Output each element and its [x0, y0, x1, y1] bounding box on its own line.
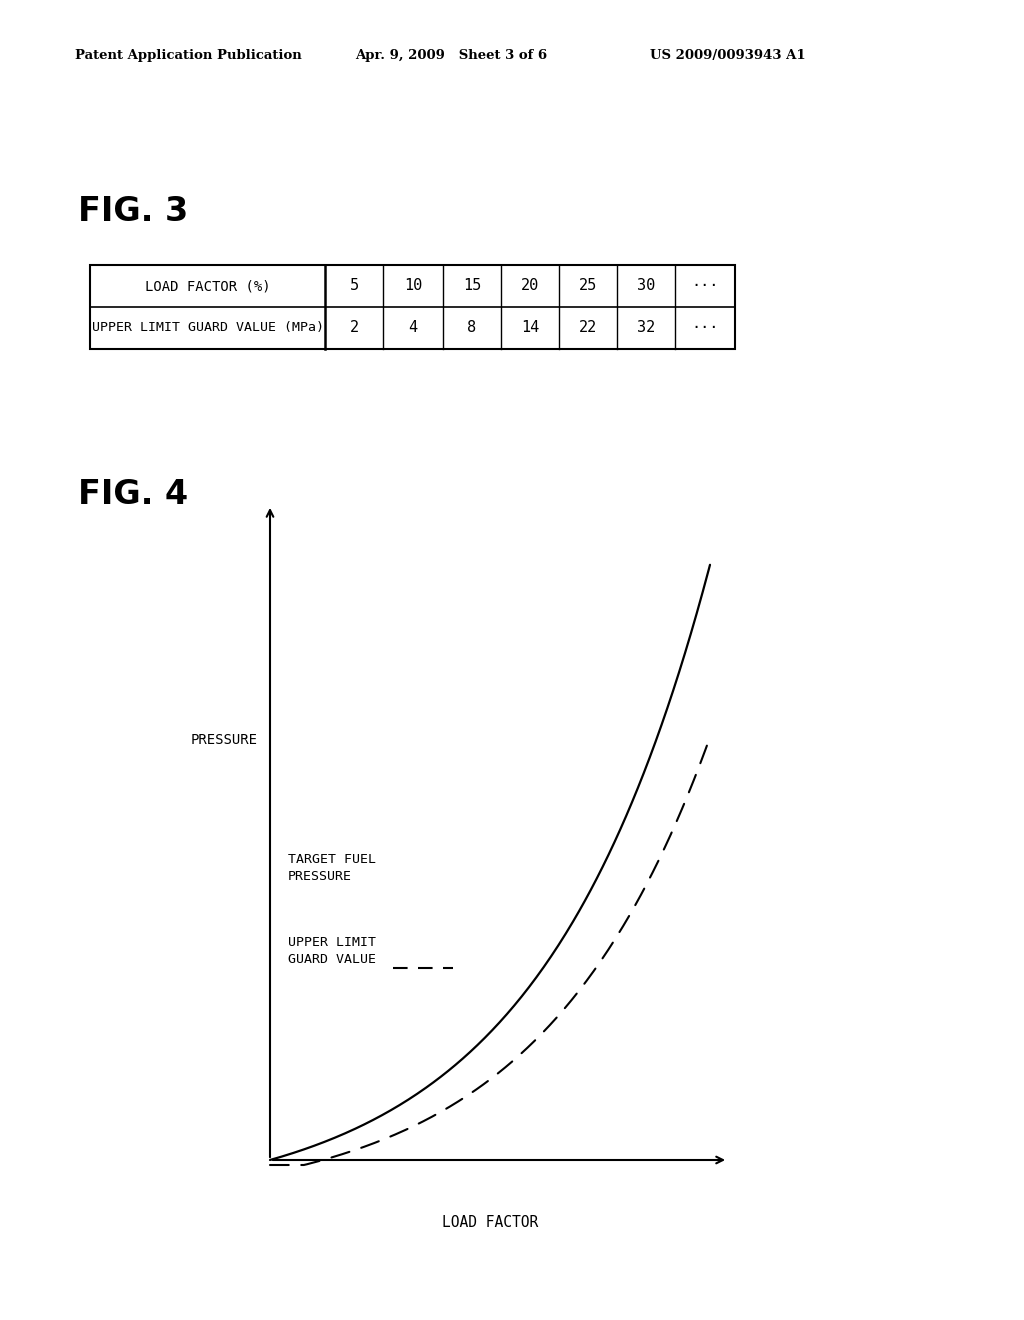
Text: Apr. 9, 2009   Sheet 3 of 6: Apr. 9, 2009 Sheet 3 of 6 [355, 49, 547, 62]
Text: 20: 20 [521, 279, 539, 293]
Text: ···: ··· [691, 279, 719, 293]
Text: 25: 25 [579, 279, 597, 293]
Text: 8: 8 [467, 321, 476, 335]
Text: 4: 4 [409, 321, 418, 335]
Text: 22: 22 [579, 321, 597, 335]
Text: PRESSURE: PRESSURE [191, 733, 258, 747]
Text: LOAD FACTOR: LOAD FACTOR [442, 1214, 539, 1230]
Text: FIG. 4: FIG. 4 [78, 478, 188, 511]
Text: US 2009/0093943 A1: US 2009/0093943 A1 [650, 49, 806, 62]
Text: 5: 5 [349, 279, 358, 293]
Text: 15: 15 [463, 279, 481, 293]
Text: 14: 14 [521, 321, 539, 335]
Text: UPPER LIMIT
GUARD VALUE: UPPER LIMIT GUARD VALUE [288, 936, 376, 966]
Text: FIG. 3: FIG. 3 [78, 195, 188, 228]
Text: LOAD FACTOR (%): LOAD FACTOR (%) [144, 279, 270, 293]
Text: 10: 10 [403, 279, 422, 293]
Text: 32: 32 [637, 321, 655, 335]
Text: TARGET FUEL
PRESSURE: TARGET FUEL PRESSURE [288, 853, 376, 883]
Bar [90, 265, 735, 348]
Text: ···: ··· [691, 321, 719, 335]
Text: UPPER LIMIT GUARD VALUE (MPa): UPPER LIMIT GUARD VALUE (MPa) [91, 322, 324, 334]
Text: 2: 2 [349, 321, 358, 335]
Text: 30: 30 [637, 279, 655, 293]
Text: Patent Application Publication: Patent Application Publication [75, 49, 302, 62]
